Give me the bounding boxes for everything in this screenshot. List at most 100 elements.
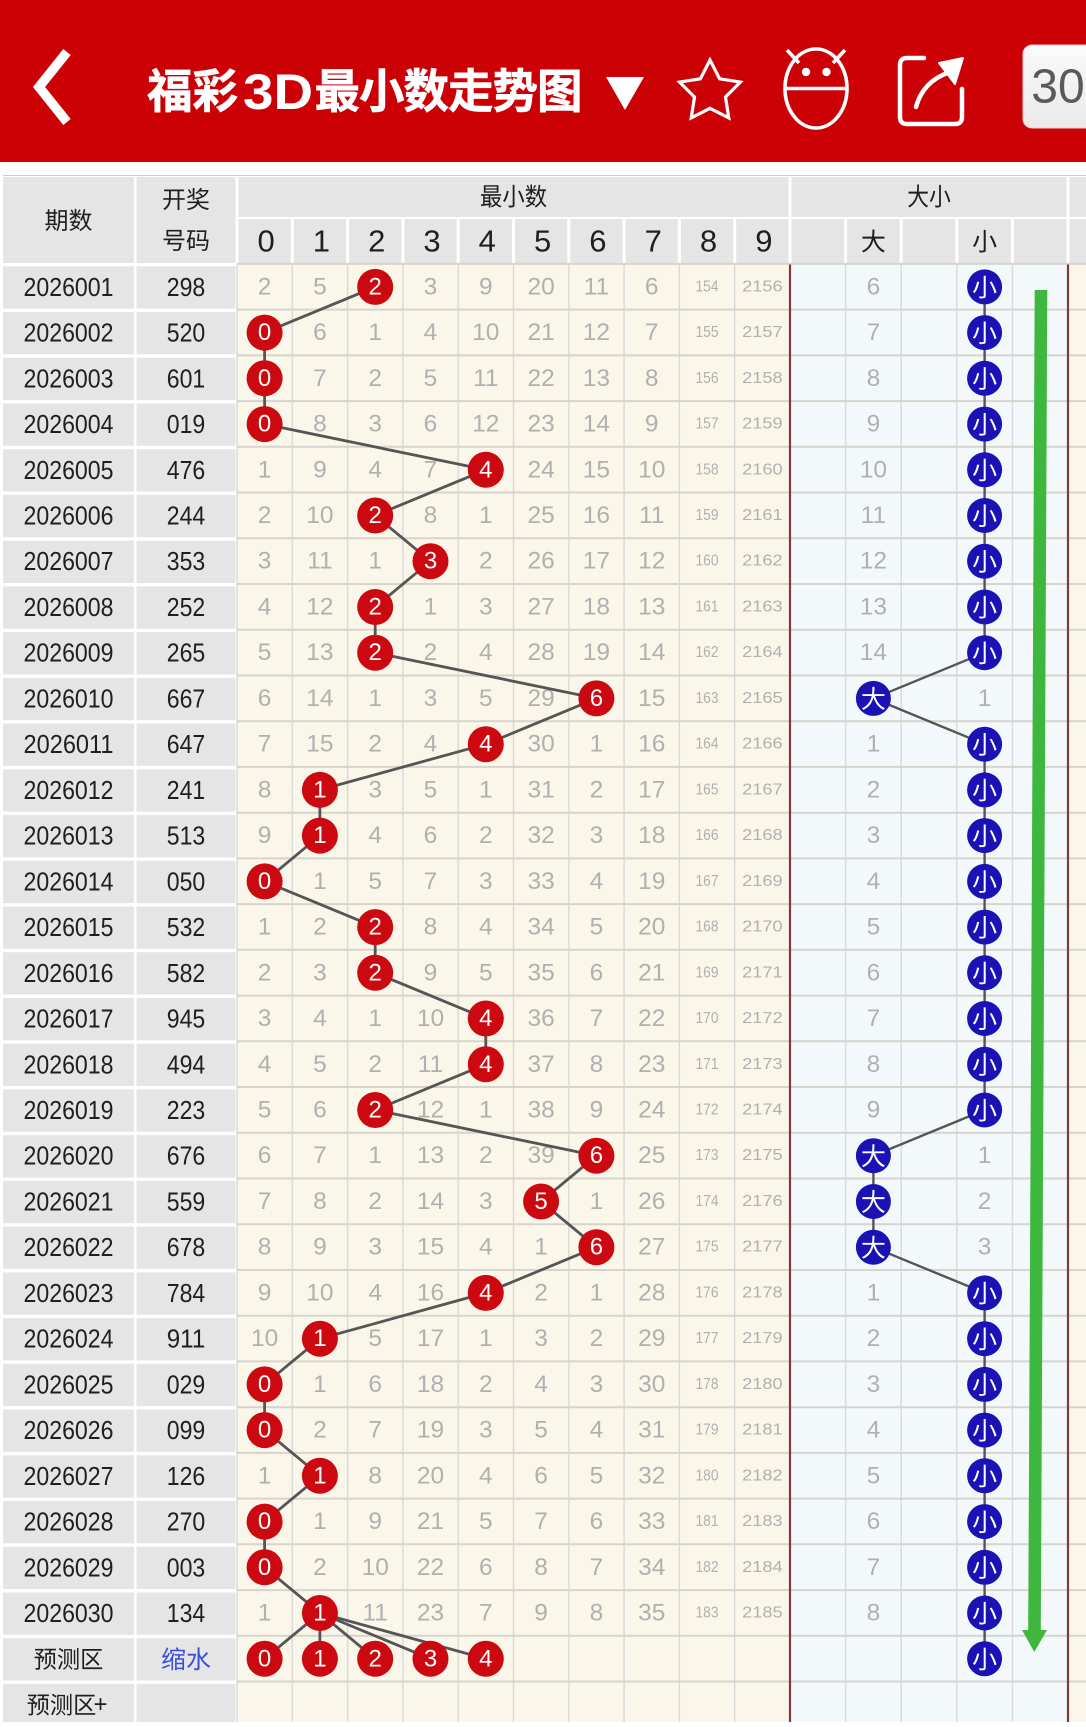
svg-text:9: 9 (534, 1600, 548, 1627)
svg-text:179: 179 (696, 1422, 719, 1439)
svg-text:4: 4 (479, 1005, 492, 1032)
svg-text:2026027: 2026027 (24, 1461, 114, 1491)
svg-text:2: 2 (368, 1188, 382, 1215)
svg-text:2026009: 2026009 (24, 638, 114, 668)
svg-text:6: 6 (590, 1142, 603, 1169)
svg-text:2170: 2170 (742, 919, 783, 936)
svg-text:29: 29 (638, 1325, 665, 1352)
svg-text:5: 5 (424, 365, 438, 392)
svg-text:5: 5 (313, 1051, 327, 1078)
svg-text:20: 20 (417, 1462, 444, 1489)
svg-text:2: 2 (313, 1554, 327, 1581)
svg-text:12: 12 (860, 548, 887, 575)
svg-text:163: 163 (696, 690, 719, 707)
svg-text:8: 8 (700, 224, 717, 259)
svg-text:2: 2 (479, 822, 493, 849)
svg-text:4: 4 (479, 1645, 492, 1672)
svg-text:3: 3 (368, 776, 382, 803)
svg-text:513: 513 (167, 821, 206, 851)
svg-text:476: 476 (167, 455, 206, 485)
svg-text:1: 1 (313, 1508, 327, 1535)
svg-text:4: 4 (867, 868, 881, 895)
svg-text:2: 2 (479, 548, 493, 575)
svg-text:19: 19 (638, 868, 665, 895)
svg-text:2026015: 2026015 (24, 912, 114, 942)
svg-text:2: 2 (369, 1645, 382, 1672)
svg-text:678: 678 (167, 1232, 206, 1262)
svg-text:3: 3 (258, 1005, 272, 1032)
svg-text:5: 5 (534, 224, 551, 259)
svg-text:8: 8 (590, 1600, 604, 1627)
svg-text:11: 11 (473, 365, 498, 392)
svg-text:9: 9 (867, 411, 881, 438)
svg-text:1: 1 (313, 1462, 326, 1489)
svg-text:911: 911 (167, 1324, 206, 1354)
svg-text:157: 157 (696, 416, 719, 433)
svg-text:5: 5 (534, 1188, 547, 1215)
svg-text:1: 1 (368, 1005, 382, 1032)
svg-text:5: 5 (590, 1462, 604, 1489)
svg-text:667: 667 (167, 683, 206, 713)
svg-text:7: 7 (590, 1005, 604, 1032)
svg-text:4: 4 (479, 914, 493, 941)
svg-text:6: 6 (645, 273, 659, 300)
svg-text:27: 27 (638, 1234, 665, 1261)
svg-text:9: 9 (258, 1279, 272, 1306)
svg-text:2157: 2157 (742, 324, 783, 341)
svg-text:2026002: 2026002 (24, 318, 114, 348)
svg-text:3: 3 (867, 1371, 881, 1398)
svg-text:2026028: 2026028 (24, 1507, 114, 1537)
svg-text:30: 30 (527, 731, 554, 758)
svg-text:3: 3 (479, 594, 493, 621)
svg-text:168: 168 (696, 919, 719, 936)
svg-text:7: 7 (368, 1417, 382, 1444)
svg-text:2026016: 2026016 (24, 958, 114, 988)
svg-text:252: 252 (167, 592, 206, 622)
svg-text:2: 2 (313, 1417, 327, 1444)
svg-text:2026017: 2026017 (24, 1004, 114, 1034)
svg-text:2: 2 (867, 1325, 881, 1352)
svg-text:4: 4 (368, 456, 382, 483)
svg-text:4: 4 (479, 456, 492, 483)
svg-text:3: 3 (424, 1645, 437, 1672)
svg-text:158: 158 (696, 461, 719, 478)
svg-text:3: 3 (867, 822, 881, 849)
svg-text:182: 182 (696, 1559, 719, 1576)
svg-text:28: 28 (527, 639, 554, 666)
svg-text:156: 156 (696, 370, 719, 387)
svg-text:4: 4 (479, 1462, 493, 1489)
svg-text:14: 14 (638, 639, 665, 666)
svg-text:10: 10 (472, 319, 499, 346)
svg-text:38: 38 (527, 1097, 554, 1124)
svg-text:0: 0 (258, 411, 271, 438)
svg-text:2173: 2173 (742, 1056, 783, 1073)
svg-text:2: 2 (369, 273, 382, 300)
svg-text:26: 26 (527, 548, 554, 575)
svg-text:050: 050 (167, 866, 206, 896)
svg-text:17: 17 (417, 1325, 444, 1352)
svg-text:2165: 2165 (742, 690, 783, 707)
svg-text:4: 4 (479, 224, 496, 259)
svg-text:2026024: 2026024 (24, 1324, 114, 1354)
svg-text:4: 4 (867, 1417, 881, 1444)
svg-text:2026019: 2026019 (24, 1095, 114, 1125)
svg-text:2026029: 2026029 (24, 1552, 114, 1582)
svg-text:9: 9 (313, 456, 327, 483)
svg-text:3D: 3D (243, 64, 313, 120)
svg-text:172: 172 (696, 1102, 719, 1119)
svg-text:162: 162 (696, 644, 719, 661)
svg-text:31: 31 (638, 1417, 665, 1444)
svg-text:21: 21 (638, 959, 665, 986)
svg-text:3: 3 (368, 411, 382, 438)
svg-text:7: 7 (258, 1188, 272, 1215)
svg-text:9: 9 (590, 1097, 604, 1124)
svg-text:2026011: 2026011 (24, 729, 114, 759)
svg-text:2158: 2158 (742, 370, 783, 387)
svg-text:4: 4 (479, 1234, 493, 1261)
svg-text:9: 9 (368, 1508, 382, 1535)
svg-text:1: 1 (479, 1325, 493, 1352)
svg-text:16: 16 (417, 1279, 444, 1306)
svg-text:2: 2 (369, 594, 382, 621)
svg-text:34: 34 (638, 1554, 665, 1581)
svg-text:6: 6 (867, 273, 881, 300)
